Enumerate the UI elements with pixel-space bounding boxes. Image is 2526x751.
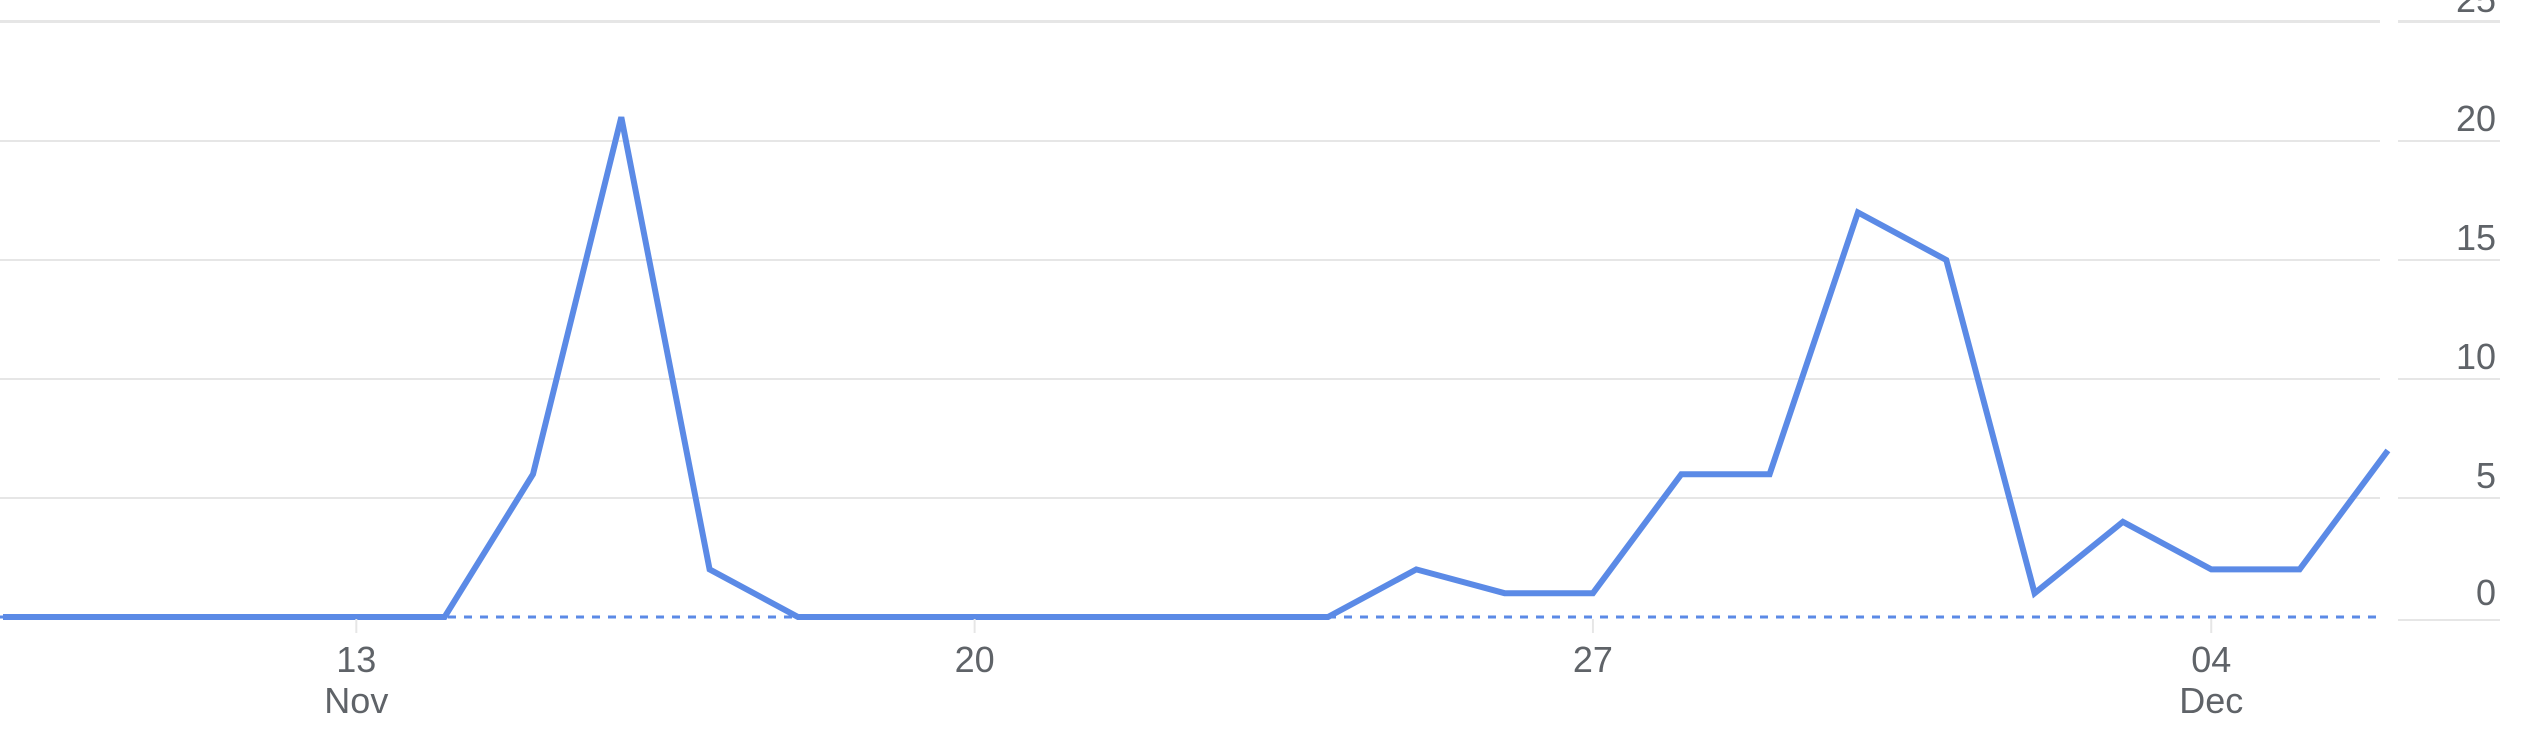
series-line-0 bbox=[3, 117, 2388, 617]
y-tick-label: 25 bbox=[2456, 0, 2496, 20]
y-tick-label: 5 bbox=[2476, 455, 2496, 496]
x-tick-label: 27 bbox=[1573, 639, 1613, 680]
x-tick-sublabel: Nov bbox=[324, 680, 388, 721]
y-axis: 0 5 10 15 20 25 bbox=[2456, 0, 2496, 613]
gridlines bbox=[0, 21, 2500, 620]
x-tick-label: 04 bbox=[2191, 639, 2231, 680]
y-tick-label: 0 bbox=[2476, 572, 2496, 613]
y-tick-label: 20 bbox=[2456, 98, 2496, 139]
x-tick-label: 20 bbox=[955, 639, 995, 680]
series-lines bbox=[3, 117, 2388, 617]
y-tick-label: 10 bbox=[2456, 336, 2496, 377]
x-tick-label: 13 bbox=[336, 639, 376, 680]
y-tick-label: 15 bbox=[2456, 217, 2496, 258]
x-tick-sublabel: Dec bbox=[2179, 680, 2243, 721]
